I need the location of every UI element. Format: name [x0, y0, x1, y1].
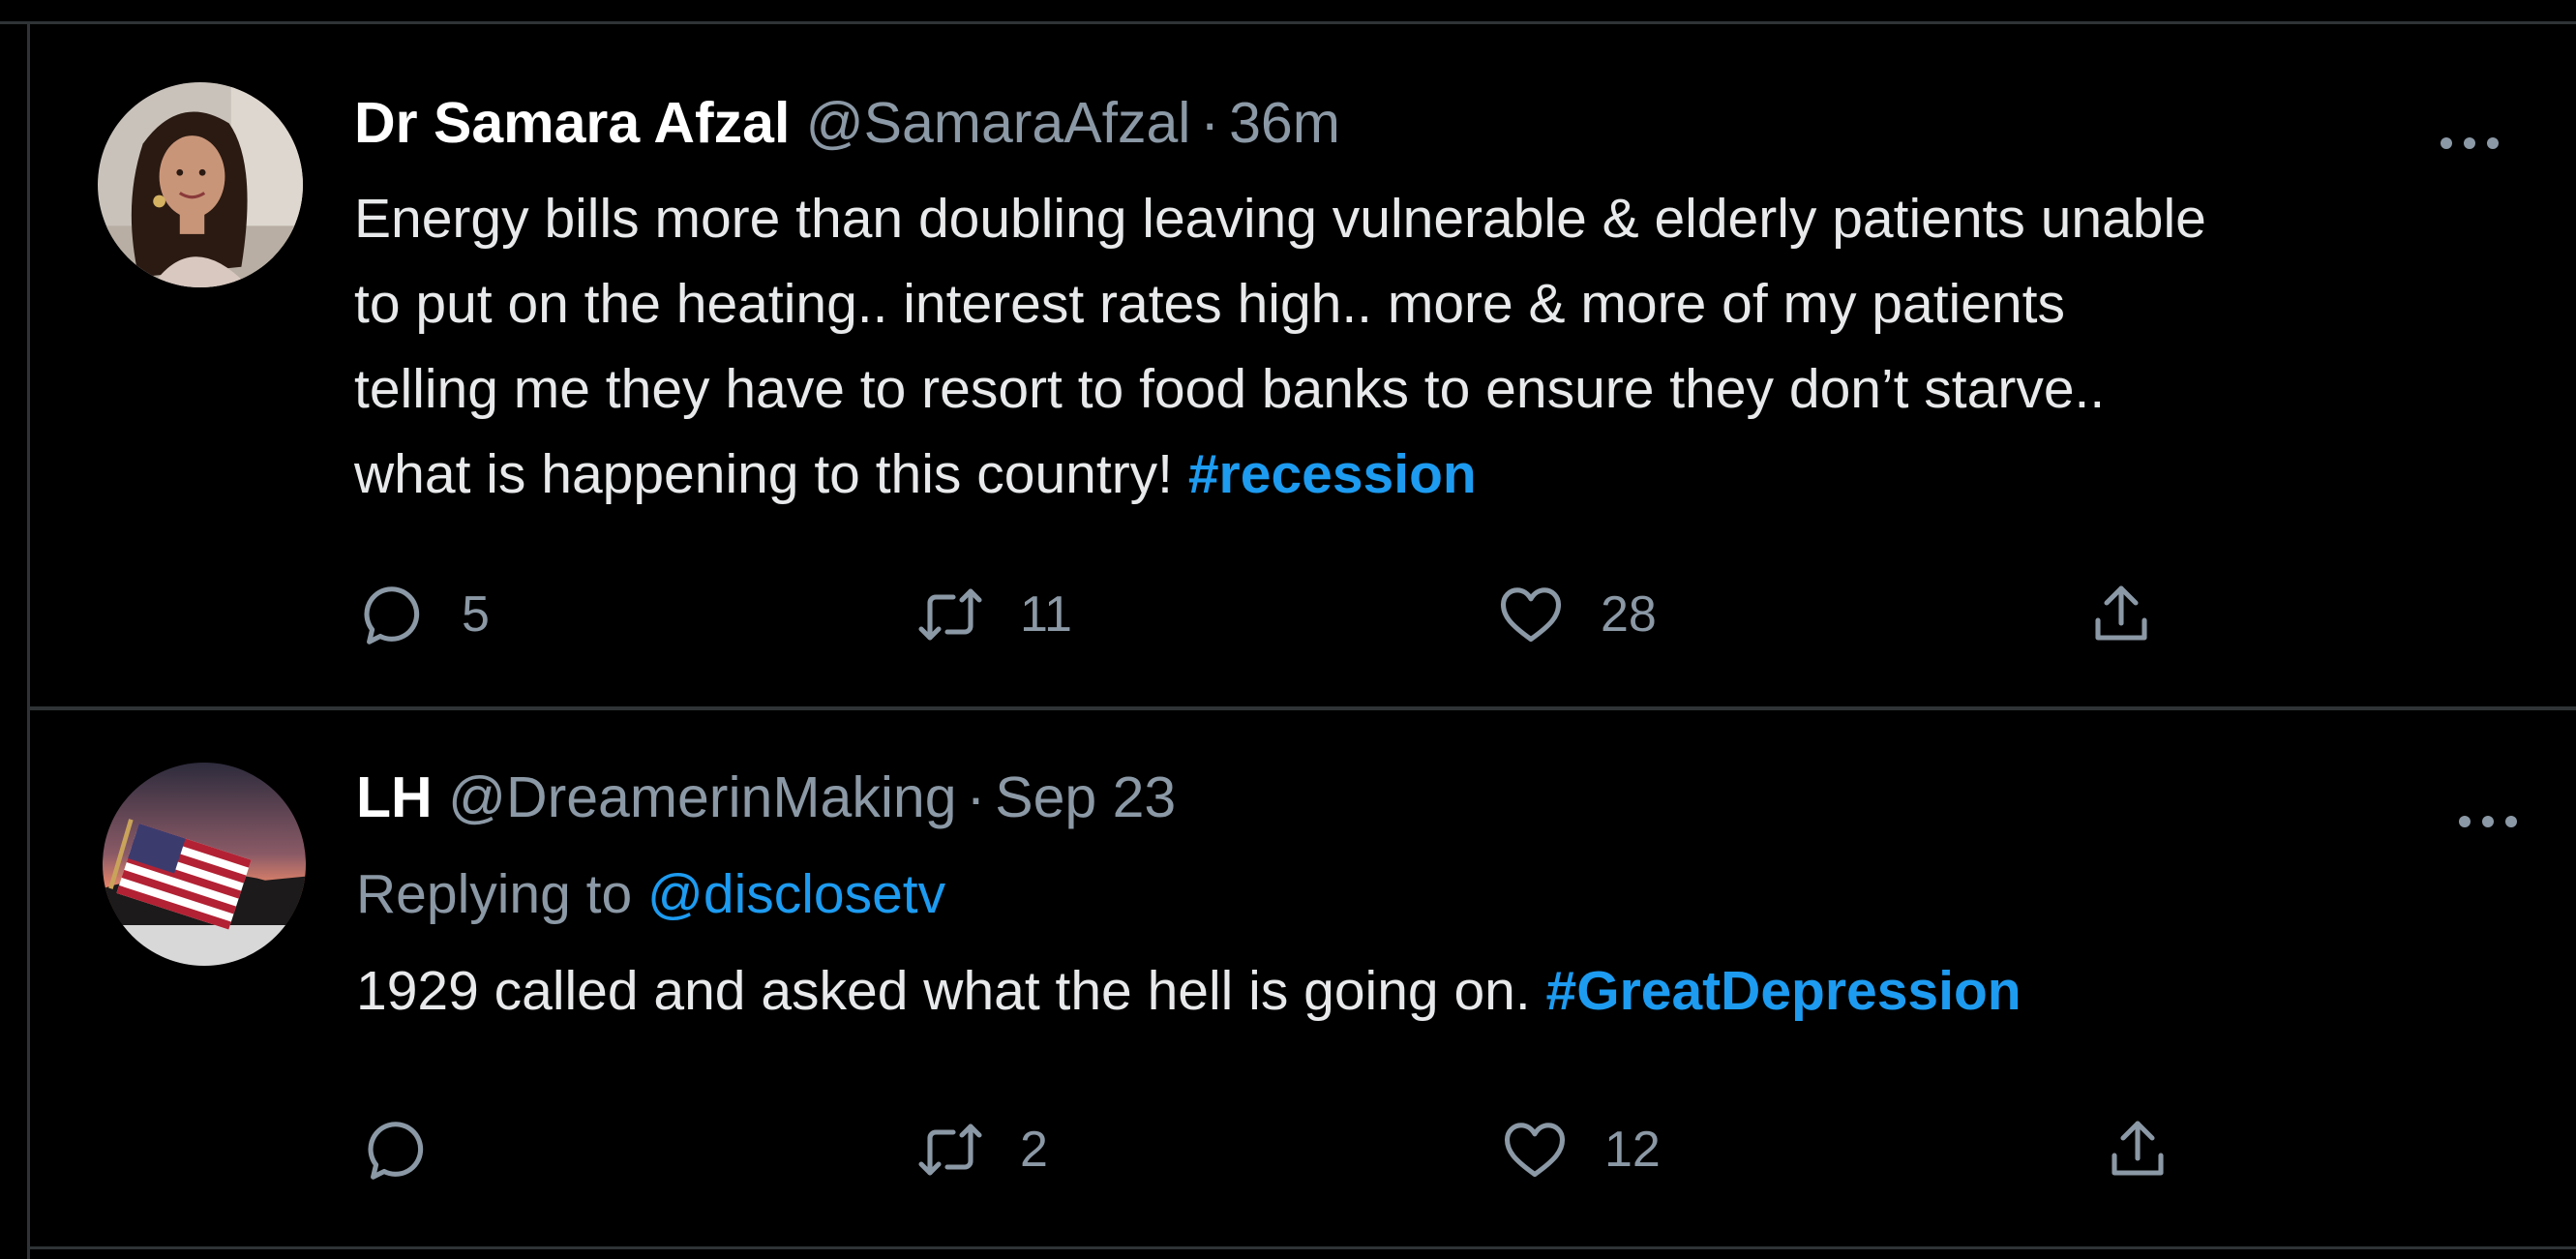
- like-button[interactable]: 28: [1496, 576, 1657, 653]
- tweet-text: Energy bills more than doubling leaving …: [354, 176, 2206, 517]
- avatar[interactable]: [103, 763, 306, 966]
- hashtag-link[interactable]: #GreatDepression: [1545, 960, 2022, 1022]
- more-options-icon[interactable]: [2454, 807, 2522, 836]
- reply-button[interactable]: 5: [357, 576, 490, 653]
- retweet-button[interactable]: 11: [915, 576, 1072, 653]
- author-handle[interactable]: @SamaraAfzal: [805, 91, 1191, 155]
- heart-icon: [1500, 587, 1562, 643]
- share-icon: [2112, 1121, 2164, 1176]
- like-count: 28: [1601, 586, 1657, 643]
- timestamp[interactable]: 36m: [1229, 91, 1340, 155]
- reply-button[interactable]: [361, 1111, 465, 1188]
- retweet-icon: [918, 588, 982, 641]
- tweet-header: Dr Samara Afzal @SamaraAfzal · 36m: [354, 88, 1340, 158]
- avatar[interactable]: [98, 82, 303, 287]
- retweet-button[interactable]: 2: [915, 1111, 1048, 1188]
- tweet-text-content: 1929 called and asked what the hell is g…: [356, 960, 1546, 1022]
- tweet-divider: [27, 706, 2576, 710]
- like-button[interactable]: 12: [1500, 1111, 1661, 1188]
- separator: ·: [1200, 91, 1220, 155]
- tweet-header: LH @DreamerinMaking · Sep 23: [356, 763, 1176, 832]
- separator: ·: [966, 765, 986, 829]
- author-name[interactable]: Dr Samara Afzal: [354, 91, 791, 155]
- reply-icon: [368, 1122, 424, 1180]
- heart-icon: [1504, 1123, 1566, 1178]
- tweet-text-line-part: what is happening to this country!: [354, 443, 1188, 505]
- author-name[interactable]: LH: [356, 765, 433, 829]
- share-icon: [2095, 585, 2147, 641]
- replying-to-label: Replying to: [356, 863, 648, 925]
- like-count: 12: [1604, 1122, 1661, 1178]
- bottom-border: [27, 1246, 2576, 1249]
- tweet-text-line: Energy bills more than doubling leaving …: [354, 188, 2206, 250]
- tweet[interactable]: Dr Samara Afzal @SamaraAfzal · 36m Energy …: [0, 27, 2576, 706]
- hashtag-link[interactable]: #recession: [1187, 443, 1477, 505]
- avatar-image: [103, 763, 306, 966]
- reply-icon: [364, 586, 420, 644]
- avatar-image: [98, 82, 303, 287]
- top-border: [0, 21, 2576, 24]
- author-handle[interactable]: @DreamerinMaking: [448, 765, 957, 829]
- tweet-text: 1929 called and asked what the hell is g…: [356, 956, 2022, 1026]
- retweet-count: 11: [1020, 586, 1072, 643]
- tweet-text-line: telling me they have to resort to food b…: [354, 358, 2106, 420]
- tweet-text-line: to put on the heating.. interest rates h…: [354, 273, 2065, 335]
- left-border: [27, 21, 30, 1259]
- tweet[interactable]: LH @DreamerinMaking · Sep 23 Replying to @…: [0, 714, 2576, 1246]
- timestamp[interactable]: Sep 23: [995, 765, 1177, 829]
- reply-count: 5: [462, 586, 490, 643]
- tweet-text-line: what is happening to this country! #rece…: [354, 432, 2206, 517]
- share-button[interactable]: [2103, 1111, 2172, 1188]
- more-options-icon[interactable]: [2436, 129, 2503, 158]
- retweet-icon: [918, 1124, 982, 1176]
- mention-link[interactable]: @disclosetv: [647, 863, 946, 925]
- share-button[interactable]: [2086, 576, 2156, 653]
- retweet-count: 2: [1020, 1122, 1048, 1178]
- replying-to: Replying to @disclosetv: [356, 859, 945, 929]
